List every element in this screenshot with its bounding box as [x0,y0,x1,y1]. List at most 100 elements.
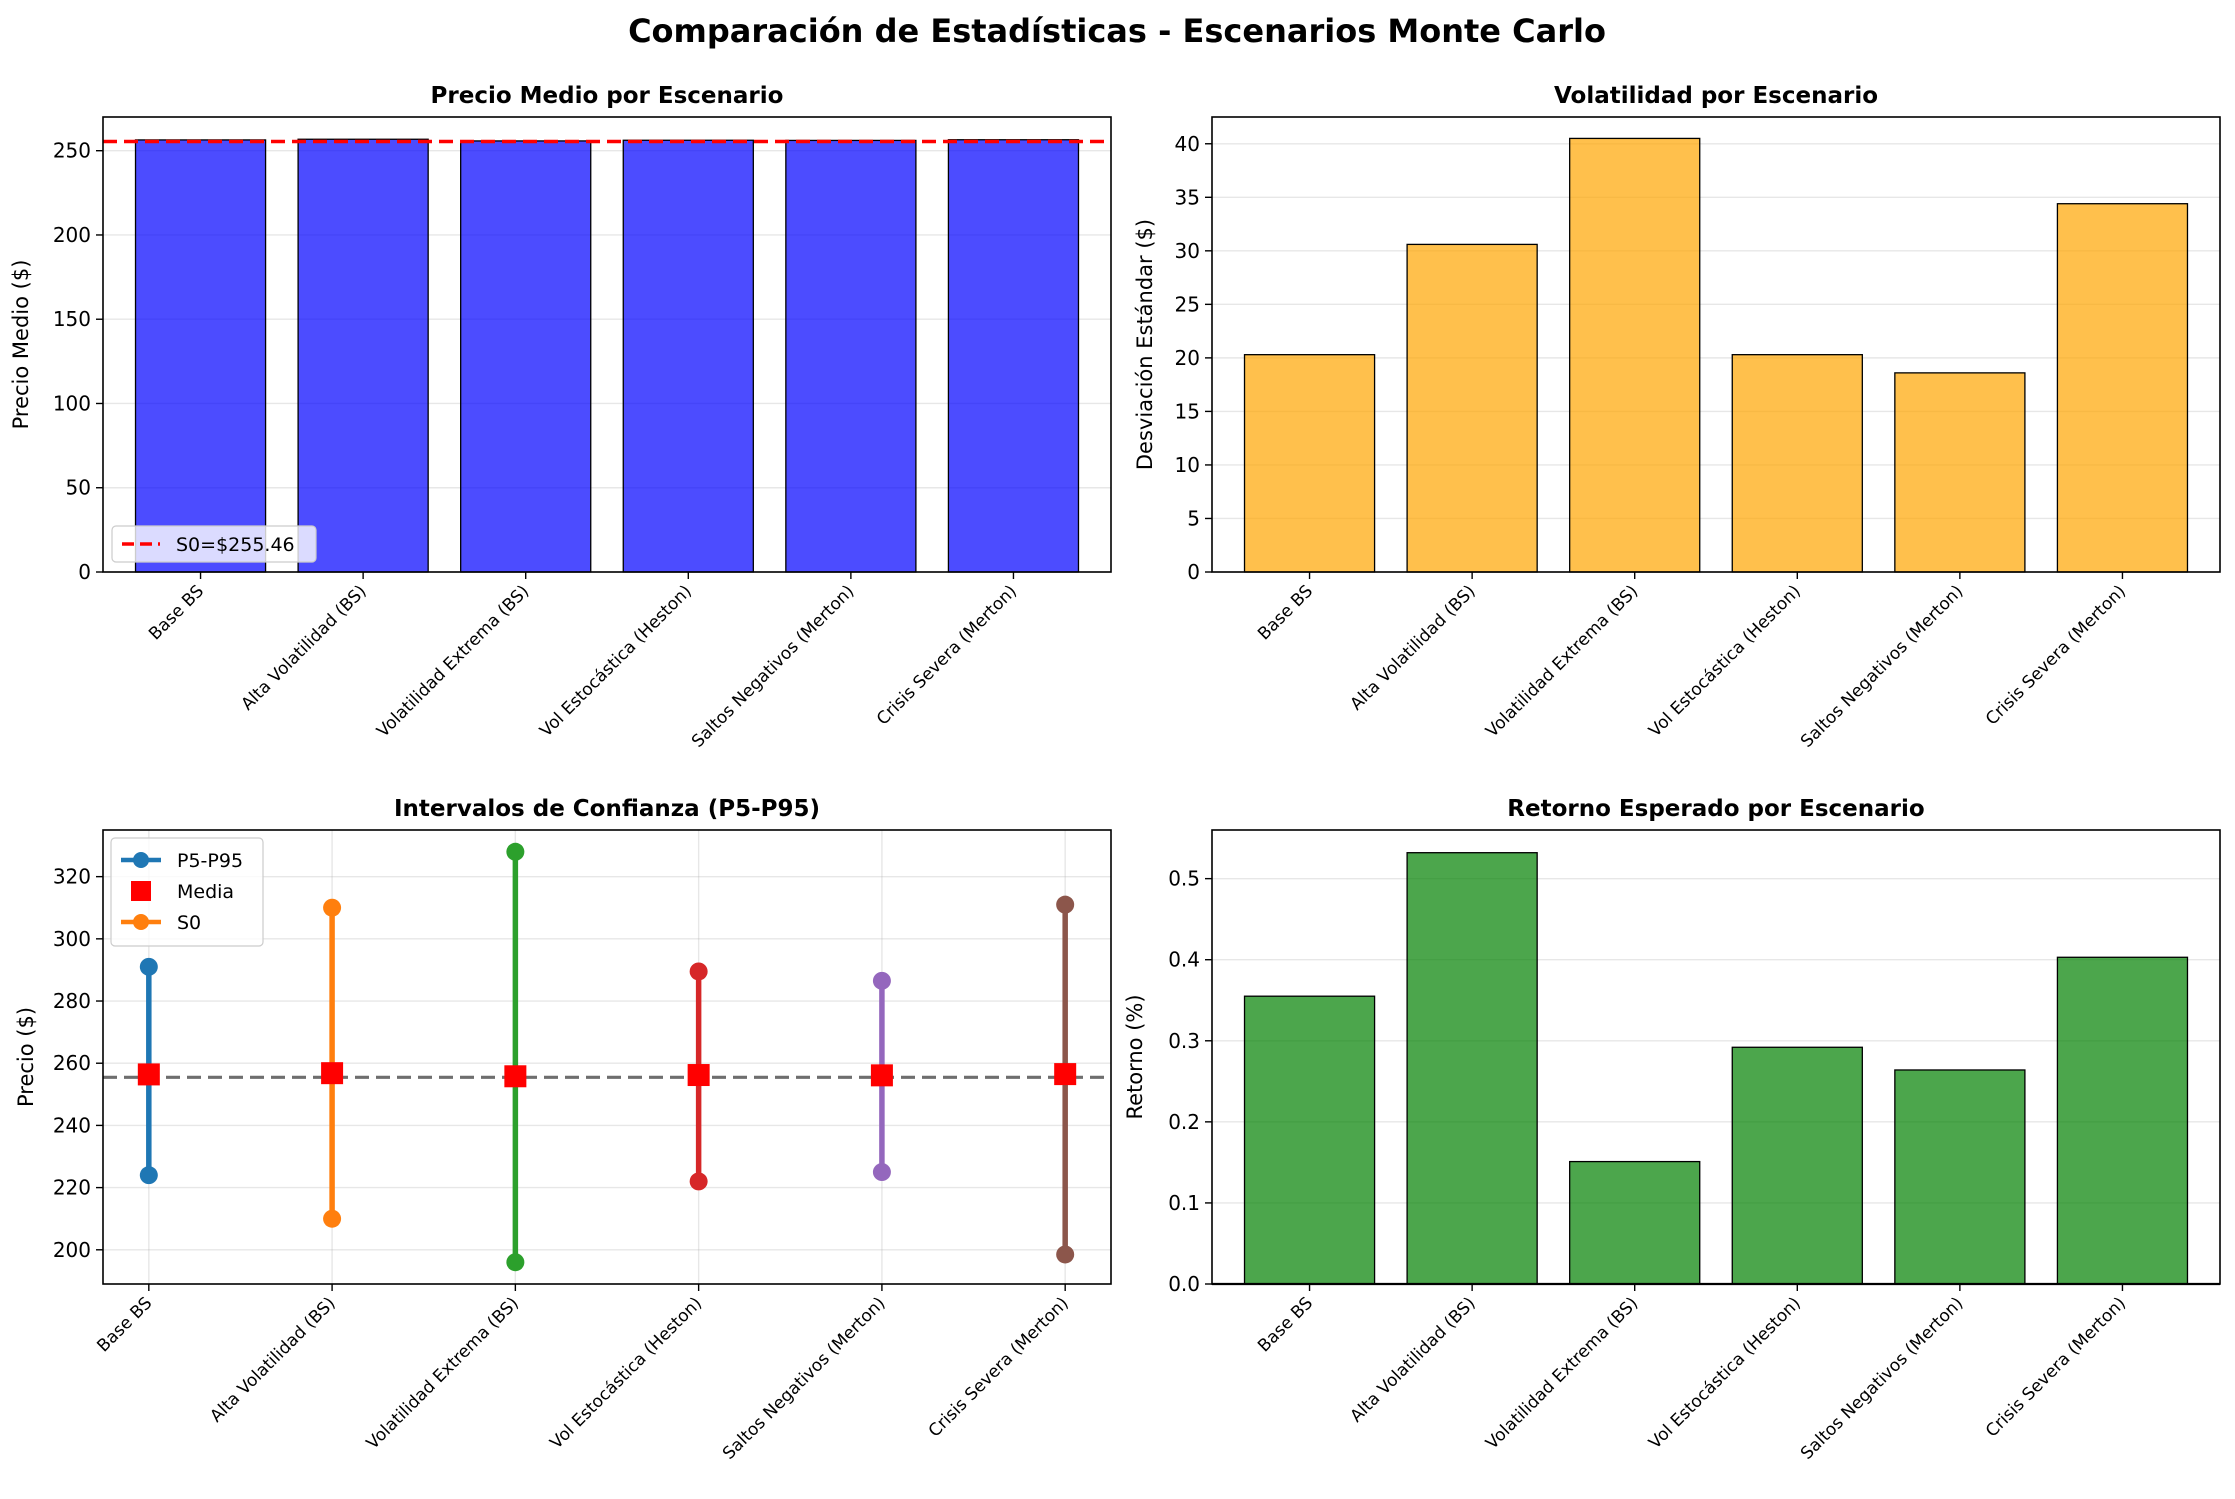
bar [1569,1160,1701,1285]
panel-title: Retorno Esperado por Escenario [1507,796,1924,822]
bar [1894,1069,2026,1285]
y-tick-label: 30 [1175,239,1200,263]
x-tick-label: Vol Estocástica (Heston) [1645,1293,1805,1453]
y-axis-label: Retorno (%) [1123,994,1147,1119]
y-tick-label: 35 [1175,185,1200,209]
y-tick-label: 250 [53,139,91,163]
panel-title: Precio Medio por Escenario [431,83,784,109]
y-tick-label: 5 [1187,506,1200,530]
mean-marker [137,1063,160,1086]
chart-panel-2: 200 220 240 260 280 300 320 Base BS Alta Volatil… [14,796,1112,1464]
y-tick-label: 10 [1175,453,1200,477]
x-tick-label: Base BS [1254,581,1317,644]
bar [460,140,592,573]
p95-marker [139,957,158,976]
y-tick-label: 50 [66,476,91,500]
bar [1731,354,1863,573]
panel-title: Volatilidad por Escenario [1554,83,1878,109]
legend-box [111,525,317,563]
legend-label: Media [177,881,234,903]
y-tick-label: 300 [53,927,91,951]
x-tick-label: Volatilidad Extrema (BS) [373,581,533,741]
y-tick-label: 0.4 [1168,948,1200,972]
legend-label: S0=$255.46 [176,534,295,556]
mean-marker [687,1064,710,1087]
x-tick-label: Alta Volatilidad (BS) [206,1293,339,1426]
bar [622,139,754,573]
bar [1569,137,1701,573]
mean-marker [870,1064,893,1087]
axes-frame [1211,829,2221,1285]
y-tick-label: 0.0 [1168,1272,1200,1296]
x-tick-label: Saltos Negativos (Merton) [688,581,858,751]
y-tick-label: 100 [53,391,91,415]
x-tick-label: Crisis Severa (Merton) [873,581,1021,729]
y-axis-label: Precio ($) [14,1007,38,1107]
p95-marker [323,898,342,917]
y-tick-label: 25 [1175,292,1200,316]
p5-marker [139,1166,158,1185]
y-tick-label: 0.1 [1168,1191,1200,1215]
y-tick-label: 200 [53,1238,91,1262]
bar [1731,1046,1863,1285]
p5-marker [506,1253,525,1272]
chart-panel-1: 0 5 10 15 20 25 30 35 40 Base BS Alta Volatilidad … [1133,83,2221,752]
p5-marker [689,1172,708,1191]
x-tick-label: Crisis Severa (Merton) [925,1293,1073,1441]
bar [785,139,917,573]
bar [1406,243,1538,573]
axes-frame [1211,116,2221,573]
bar [2056,203,2189,573]
bar [1243,354,1376,573]
x-tick-label: Volatilidad Extrema (BS) [1482,581,1642,741]
legend-swatch [133,852,149,868]
y-tick-label: 0 [1187,560,1200,584]
legend-swatch [131,881,151,901]
y-tick-label: 240 [53,1113,91,1137]
legend-label: P5-P95 [177,850,243,872]
axes-frame [102,829,1112,1285]
legend-box [110,837,264,947]
legend-swatch [133,914,149,930]
p95-marker [689,962,708,981]
bar [134,139,267,573]
y-tick-label: 0.3 [1168,1029,1200,1053]
bar [2056,956,2189,1285]
chart-panel-0: 0 50 100 150 200 250 Base BS Alta Volatilidad (… [9,83,1112,752]
y-tick-label: 40 [1175,132,1200,156]
y-tick-label: 20 [1175,346,1200,370]
x-tick-label: Crisis Severa (Merton) [1982,581,2130,729]
panel-title: Intervalos de Confianza (P5-P95) [394,796,820,822]
axes-frame [102,116,1112,573]
y-tick-label: 15 [1175,399,1200,423]
y-tick-label: 320 [53,865,91,889]
legend-label: S0 [177,912,201,934]
y-tick-label: 260 [53,1051,91,1075]
bar [947,139,1080,573]
y-tick-label: 280 [53,989,91,1013]
p95-marker [872,971,891,990]
y-axis-label: Precio Medio ($) [9,260,33,430]
chart-panels: 0 50 100 150 200 250 Base BS Alta Volatilidad (… [9,83,2221,1464]
x-tick-label: Volatilidad Extrema (BS) [1482,1293,1642,1453]
x-tick-label: Saltos Negativos (Merton) [1797,1293,1967,1463]
x-tick-label: Alta Volatilidad (BS) [1346,581,1479,714]
chart-panel-3: 0.0 0.1 0.2 0.3 0.4 0.5 Base BS Alta Volatilida… [1123,796,2221,1464]
x-tick-label: Alta Volatilidad (BS) [1346,1293,1479,1426]
p5-marker [323,1209,342,1228]
y-tick-label: 150 [53,307,91,331]
p95-marker [1056,895,1075,914]
x-tick-label: Crisis Severa (Merton) [1982,1293,2130,1441]
mean-marker [504,1065,527,1088]
x-tick-label: Saltos Negativos (Merton) [1797,581,1967,751]
figure-title: Comparación de Estadísticas - Escenarios… [628,12,1606,50]
x-tick-label: Base BS [93,1293,156,1356]
y-tick-label: 0.2 [1168,1110,1200,1134]
x-tick-label: Saltos Negativos (Merton) [719,1293,889,1463]
y-tick-label: 0.5 [1168,867,1200,891]
bar [297,138,429,573]
y-axis-label: Desviación Estándar ($) [1133,219,1157,470]
mean-marker [321,1062,344,1085]
y-tick-label: 200 [53,223,91,247]
